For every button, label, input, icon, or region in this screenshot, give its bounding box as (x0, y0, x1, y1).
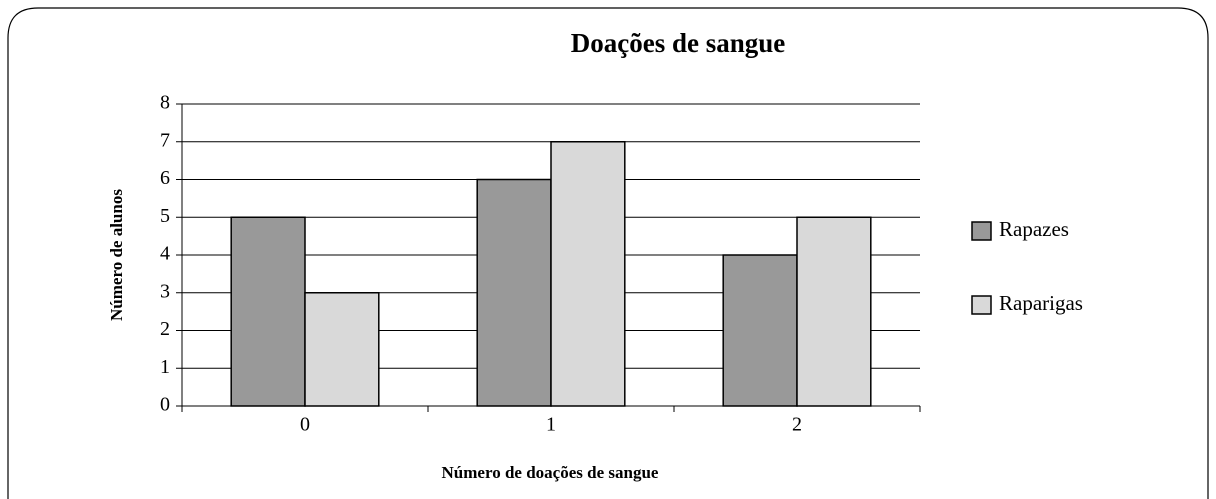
bar (304, 292, 380, 407)
chart-title: Doações de sangue (571, 28, 786, 58)
y-tick-label: 5 (160, 205, 170, 227)
legend-label: Rapazes (999, 217, 1069, 241)
y-tick-label: 3 (160, 280, 170, 302)
y-tick-label: 6 (160, 167, 170, 189)
y-tick-label: 4 (160, 243, 170, 265)
bar (550, 141, 626, 407)
legend-swatch (971, 221, 992, 241)
y-tick-label: 1 (160, 356, 170, 378)
bar (230, 216, 306, 407)
legend-label: Raparigas (999, 291, 1083, 315)
y-tick-label: 0 (160, 394, 170, 416)
y-axis-label: Número de alunos (107, 189, 126, 321)
frame (7, 7, 1209, 499)
x-tick-label: 0 (300, 414, 310, 436)
y-tick-label: 2 (160, 318, 170, 340)
bar (796, 216, 872, 407)
x-tick-label: 2 (792, 414, 802, 436)
y-tick-label: 7 (160, 129, 170, 151)
y-tick-label: 8 (160, 92, 170, 114)
bar (722, 254, 798, 407)
bar (476, 178, 552, 407)
x-axis-label: Número de doações de sangue (442, 463, 659, 482)
x-tick-label: 1 (546, 414, 556, 436)
legend-swatch (971, 295, 992, 315)
